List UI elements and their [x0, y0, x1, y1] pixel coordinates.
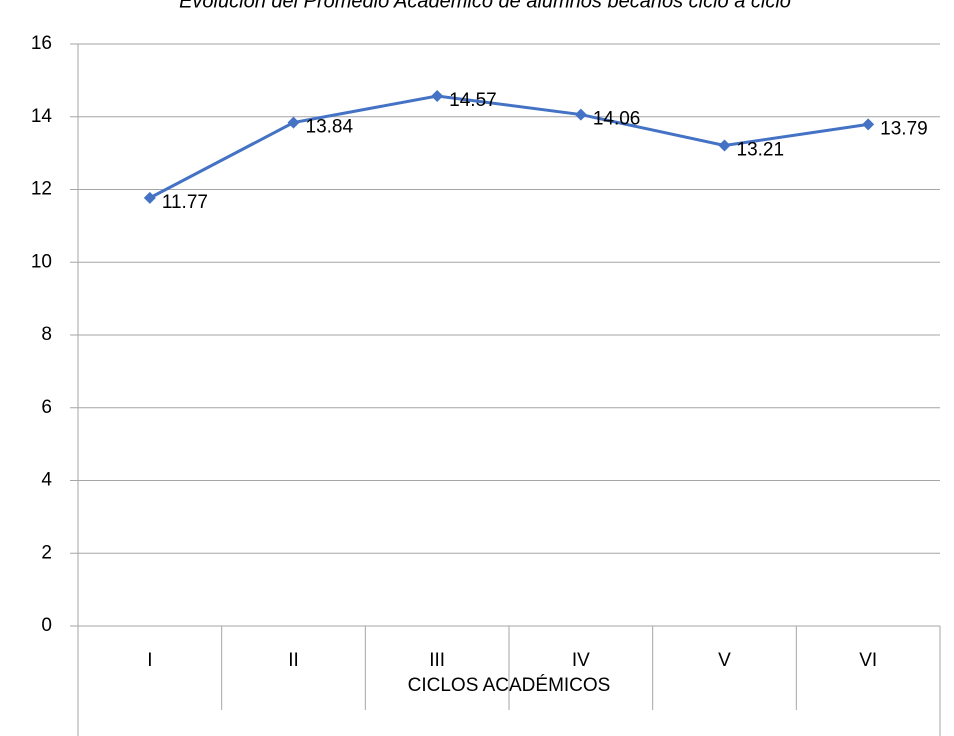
- data-label: 13.84: [306, 117, 354, 138]
- data-label: 11.77: [162, 192, 208, 213]
- x-tick-label: I: [147, 650, 152, 671]
- data-label: 14.57: [449, 90, 497, 111]
- data-line: [149, 94, 869, 200]
- data-point: [287, 116, 300, 129]
- data-point: [718, 139, 731, 152]
- x-tick-label: V: [718, 650, 731, 671]
- y-tick-label: 14: [31, 106, 53, 127]
- x-tick-label: IV: [572, 650, 590, 671]
- y-tick-label: 4: [41, 470, 52, 491]
- y-tick-label: 8: [41, 324, 52, 345]
- y-tick-label: 16: [31, 33, 52, 54]
- data-label: 14.06: [593, 109, 641, 130]
- y-tick-label: 12: [31, 179, 52, 200]
- data-label: 13.21: [737, 140, 785, 161]
- x-tick-label: III: [429, 650, 445, 671]
- y-tick-label: 6: [41, 397, 52, 418]
- data-point: [143, 191, 156, 204]
- y-tick-label: 10: [31, 251, 52, 272]
- data-point: [574, 108, 587, 121]
- data-point: [862, 118, 875, 131]
- x-tick-label: II: [288, 650, 299, 671]
- y-tick-label: 2: [41, 542, 52, 563]
- y-tick-label: 0: [41, 615, 52, 636]
- x-tick-label: VI: [859, 650, 877, 671]
- data-label: 13.79: [880, 118, 928, 139]
- chart-title: Evolución del Promedio Académico de alum…: [179, 0, 791, 12]
- data-point: [431, 90, 444, 103]
